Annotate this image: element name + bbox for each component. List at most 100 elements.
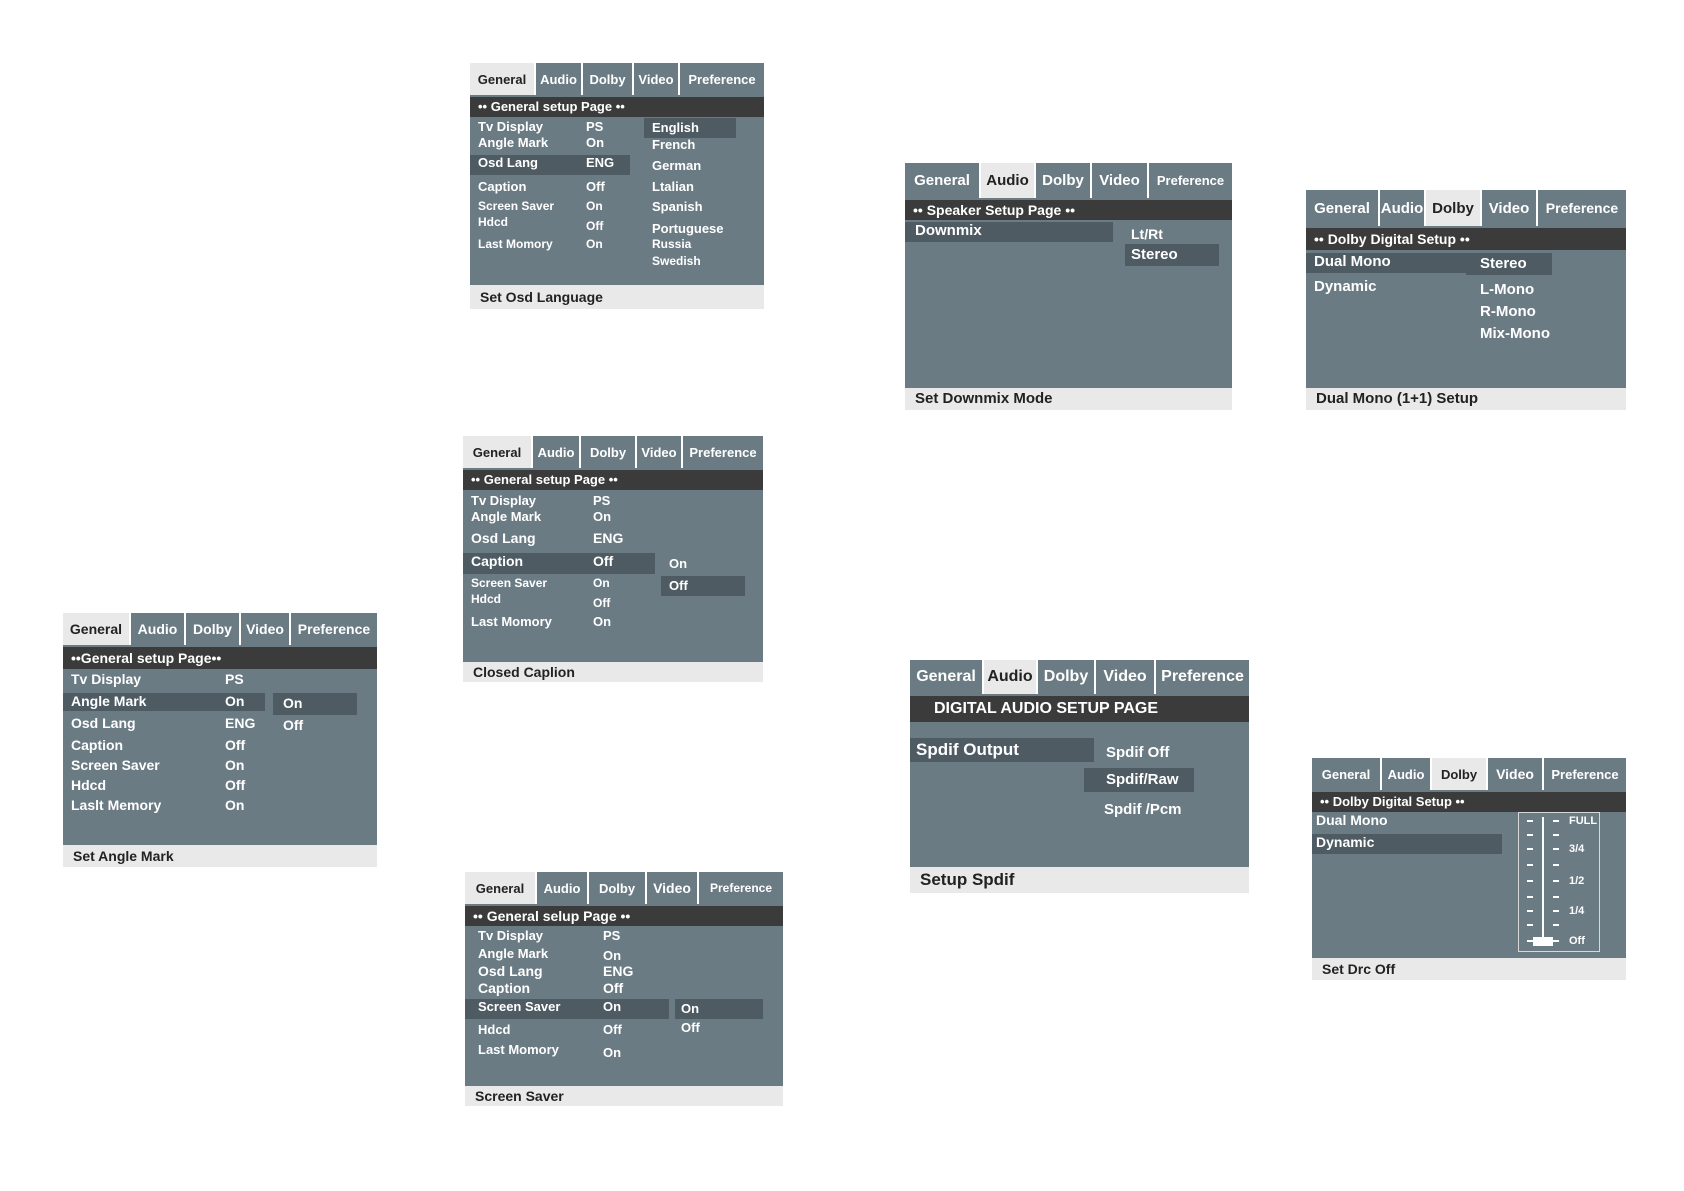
tab-audio[interactable]: Audio: [131, 613, 186, 645]
row-screen-saver[interactable]: Screen Saver On: [63, 757, 377, 775]
tab-dolby[interactable]: Dolby: [581, 436, 637, 468]
row-osd-lang[interactable]: Osd Lang ENG: [63, 715, 377, 733]
row-tv-display[interactable]: Tv Display PS: [63, 671, 377, 689]
tab-dolby[interactable]: Dolby: [1038, 660, 1096, 694]
tab-audio[interactable]: Audio: [536, 63, 583, 95]
row-dual-mono[interactable]: Dual Mono: [1312, 812, 1626, 830]
row-caption[interactable]: Caption Off: [470, 179, 764, 197]
tab-dolby[interactable]: Dolby: [589, 872, 647, 904]
option-spdif-pcm[interactable]: Spdif /Pcm: [1104, 801, 1182, 818]
tab-preference[interactable]: Preference: [680, 63, 764, 95]
option-spdif-raw[interactable]: Spdif/Raw: [1106, 771, 1179, 788]
option-l-mono[interactable]: L-Mono: [1480, 281, 1535, 298]
tab-audio[interactable]: Audio: [537, 872, 589, 904]
row-dual-mono[interactable]: Dual Mono: [1306, 253, 1626, 273]
row-dynamic[interactable]: Dynamic: [1306, 278, 1626, 296]
tab-dolby[interactable]: Dolby: [583, 63, 634, 95]
tab-audio[interactable]: Audio: [1382, 758, 1432, 790]
option-ltrt[interactable]: Lt/Rt: [1131, 226, 1163, 242]
row-last-memory[interactable]: Last Momory On: [463, 614, 763, 632]
row-last-memory[interactable]: Laslt Memory On: [63, 797, 377, 815]
option-stereo[interactable]: Stereo: [1131, 246, 1178, 263]
row-tv-display[interactable]: Tv Display PS: [465, 928, 783, 946]
option-mix-mono[interactable]: Mix-Mono: [1480, 325, 1550, 342]
row-angle-mark[interactable]: Angle Mark On: [63, 693, 377, 711]
option-r-mono[interactable]: R-Mono: [1480, 303, 1536, 320]
row-hdcd[interactable]: Hdcd Off: [63, 777, 377, 795]
tab-dolby[interactable]: Dolby: [1036, 163, 1092, 198]
tab-general[interactable]: General: [910, 660, 984, 694]
option-spdif-off[interactable]: Spdif Off: [1106, 744, 1170, 761]
option-stereo[interactable]: Stereo: [1480, 255, 1527, 272]
option-off[interactable]: Off: [283, 717, 304, 733]
tab-general[interactable]: General: [465, 872, 537, 904]
row-screen-saver[interactable]: Screen Saver On: [470, 199, 764, 217]
language-option[interactable]: English: [652, 120, 699, 135]
tab-video[interactable]: Video: [1092, 163, 1149, 198]
row-label: Osd Lang: [478, 963, 543, 979]
drc-level-meter[interactable]: FULL 3/4 1/2 1/4 Off: [1518, 812, 1600, 952]
row-hdcd[interactable]: Hdcd Off: [465, 1022, 783, 1040]
row-tv-display[interactable]: Tv Display PS: [463, 493, 763, 511]
row-caption[interactable]: Caption Off: [463, 553, 763, 574]
row-screen-saver[interactable]: Screen Saver On: [463, 576, 763, 594]
language-option[interactable]: French: [652, 137, 696, 152]
row-spdif-output[interactable]: Spdif Output: [910, 738, 1249, 762]
tab-dolby[interactable]: Dolby: [1426, 190, 1482, 226]
tab-preference[interactable]: Preference: [1149, 163, 1232, 198]
tab-preference[interactable]: Preference: [1538, 190, 1626, 226]
row-angle-mark[interactable]: Angle Mark On: [465, 946, 783, 964]
tab-video[interactable]: Video: [241, 613, 291, 645]
tab-video[interactable]: Video: [1488, 758, 1544, 790]
row-angle-mark[interactable]: Angle Mark On: [463, 509, 763, 527]
row-hdcd[interactable]: Hdcd Off: [470, 215, 764, 233]
tab-general[interactable]: General: [470, 63, 536, 95]
language-option[interactable]: Ltalian: [652, 179, 694, 194]
language-option[interactable]: Swedish: [652, 254, 701, 268]
tab-video[interactable]: Video: [1096, 660, 1156, 694]
row-caption[interactable]: Caption Off: [465, 980, 783, 998]
language-option[interactable]: Portuguese: [652, 221, 724, 236]
tab-general[interactable]: General: [1312, 758, 1382, 790]
option-on[interactable]: On: [681, 1001, 700, 1016]
language-option[interactable]: Spanish: [652, 199, 703, 214]
tab-audio[interactable]: Audio: [533, 436, 581, 468]
option-on[interactable]: On: [669, 556, 688, 571]
language-option[interactable]: German: [652, 158, 702, 173]
tab-preference[interactable]: Preference: [699, 872, 783, 904]
tab-preference[interactable]: Preference: [1544, 758, 1626, 790]
tab-general[interactable]: General: [905, 163, 981, 198]
tab-dolby[interactable]: Dolby: [1432, 758, 1488, 790]
tab-preference[interactable]: Preference: [1156, 660, 1249, 694]
row-last-memory[interactable]: Last Momory On: [465, 1042, 783, 1060]
row-hdcd[interactable]: Hdcd Off: [463, 592, 763, 610]
tab-video[interactable]: Video: [637, 436, 683, 468]
option-off[interactable]: Off: [669, 578, 688, 593]
tab-general[interactable]: General: [1306, 190, 1380, 226]
row-osd-lang[interactable]: Osd Lang ENG: [470, 155, 764, 175]
tab-preference[interactable]: Preference: [683, 436, 763, 468]
tab-general[interactable]: General: [63, 613, 131, 645]
tab-audio[interactable]: Audio: [1380, 190, 1426, 226]
tab-audio[interactable]: Audio: [984, 660, 1038, 694]
drc-slider-handle[interactable]: [1533, 937, 1553, 946]
row-tv-display[interactable]: Tv Display PS: [470, 119, 764, 137]
row-caption[interactable]: Caption Off: [63, 737, 377, 755]
row-last-memory[interactable]: Last Momory On: [470, 237, 764, 255]
row-screen-saver[interactable]: Screen Saver On: [465, 999, 783, 1019]
tab-video[interactable]: Video: [634, 63, 680, 95]
tab-video[interactable]: Video: [1482, 190, 1538, 226]
row-osd-lang[interactable]: Osd Lang ENG: [463, 530, 763, 548]
row-downmix[interactable]: Downmix: [905, 222, 1232, 242]
tab-dolby[interactable]: Dolby: [186, 613, 241, 645]
language-option[interactable]: Russia: [652, 237, 692, 251]
row-osd-lang[interactable]: Osd Lang ENG: [465, 963, 783, 981]
row-angle-mark[interactable]: Angle Mark On: [470, 135, 764, 153]
row-dynamic[interactable]: Dynamic: [1312, 834, 1626, 854]
tab-video[interactable]: Video: [647, 872, 699, 904]
option-on[interactable]: On: [283, 695, 303, 711]
option-off[interactable]: Off: [681, 1020, 700, 1035]
tab-general[interactable]: General: [463, 436, 533, 468]
tab-audio[interactable]: Audio: [981, 163, 1036, 198]
tab-preference[interactable]: Preference: [291, 613, 377, 645]
